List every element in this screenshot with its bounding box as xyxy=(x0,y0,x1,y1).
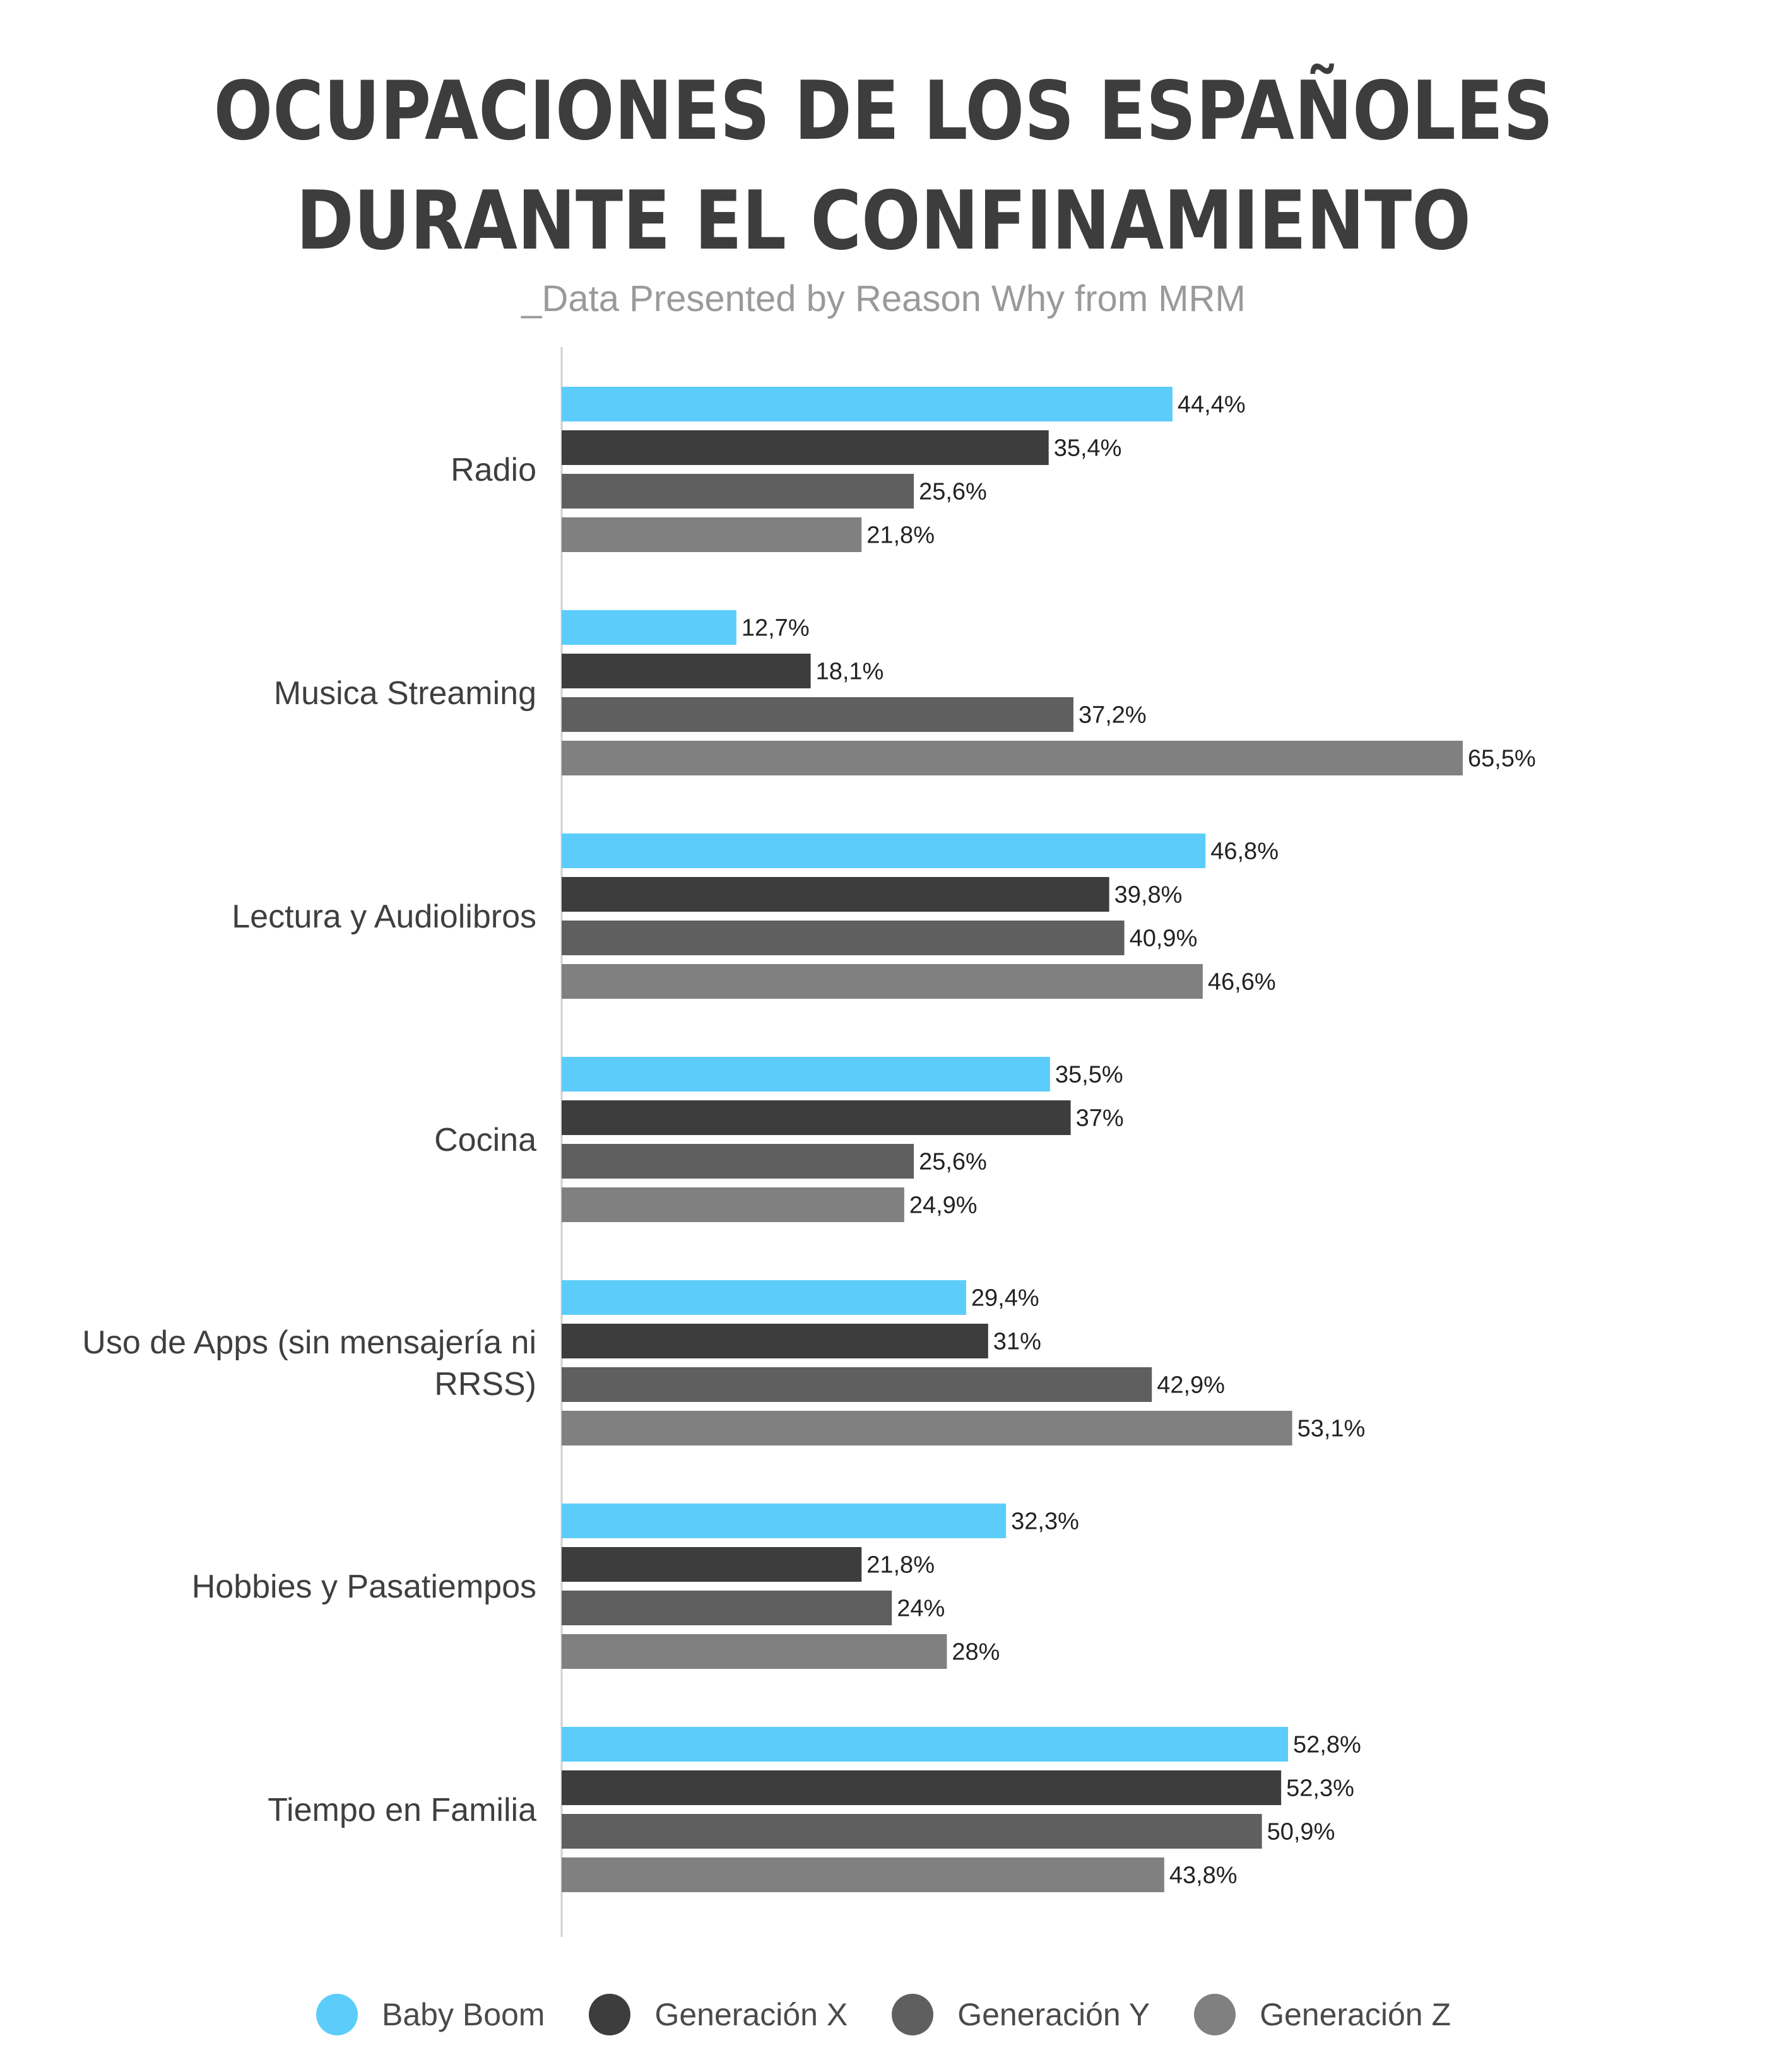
value-label-radio-baby-boom: 44,4% xyxy=(1178,392,1246,418)
value-label-musica-streaming-generacion-z: 65,5% xyxy=(1468,746,1536,772)
value-label-musica-streaming-generacion-x: 18,1% xyxy=(816,659,884,685)
bar-lectura-y-audiolibros-generacion-x xyxy=(562,877,1109,912)
legend-item-generacion-z: Generación Z xyxy=(1194,1994,1451,2035)
bar-cocina-baby-boom xyxy=(562,1057,1050,1092)
bar-musica-streaming-generacion-z xyxy=(562,741,1463,775)
chart-title-line-2: DURANTE EL CONFINAMIENTO xyxy=(296,174,1471,268)
bar-cocina-generacion-z xyxy=(562,1187,904,1222)
chart-title-line-1: OCUPACIONES DE LOS ESPAÑOLES xyxy=(213,64,1554,158)
category-label-radio: Radio xyxy=(451,452,536,488)
bar-uso-de-apps-sin-mensajeria-ni-rrss-baby-boom xyxy=(562,1280,966,1315)
value-label-musica-streaming-generacion-y: 37,2% xyxy=(1079,702,1147,729)
bar-radio-generacion-x xyxy=(562,430,1049,465)
value-label-uso-de-apps-sin-mensajeria-ni-rrss-generacion-x: 31% xyxy=(993,1329,1041,1355)
value-label-radio-generacion-x: 35,4% xyxy=(1054,435,1122,462)
bar-lectura-y-audiolibros-generacion-y xyxy=(562,921,1125,955)
bar-musica-streaming-generacion-x xyxy=(562,654,811,688)
value-label-cocina-baby-boom: 35,5% xyxy=(1055,1062,1123,1088)
legend-swatch-generacion-y xyxy=(892,1994,934,2035)
bar-hobbies-y-pasatiempos-generacion-z xyxy=(562,1634,947,1669)
value-label-lectura-y-audiolibros-baby-boom: 46,8% xyxy=(1210,839,1279,865)
value-label-tiempo-en-familia-baby-boom: 52,8% xyxy=(1293,1732,1361,1758)
bar-uso-de-apps-sin-mensajeria-ni-rrss-generacion-x xyxy=(562,1324,988,1358)
bar-tiempo-en-familia-generacion-y xyxy=(562,1814,1262,1849)
legend-item-generacion-x: Generación X xyxy=(589,1994,848,2035)
value-label-musica-streaming-baby-boom: 12,7% xyxy=(742,615,810,642)
legend-item-generacion-y: Generación Y xyxy=(892,1994,1150,2035)
value-label-uso-de-apps-sin-mensajeria-ni-rrss-generacion-z: 53,1% xyxy=(1297,1416,1366,1442)
chart-legend: Baby Boom Generación X Generación Y Gene… xyxy=(0,1994,1767,2035)
bar-uso-de-apps-sin-mensajeria-ni-rrss-generacion-y xyxy=(562,1367,1152,1402)
legend-label-generacion-z: Generación Z xyxy=(1260,1997,1451,2032)
bar-uso-de-apps-sin-mensajeria-ni-rrss-generacion-z xyxy=(562,1411,1292,1445)
value-label-hobbies-y-pasatiempos-generacion-y: 24% xyxy=(897,1596,945,1622)
value-label-uso-de-apps-sin-mensajeria-ni-rrss-baby-boom: 29,4% xyxy=(971,1285,1039,1312)
category-label-cocina: Cocina xyxy=(434,1122,536,1158)
value-label-lectura-y-audiolibros-generacion-z: 46,6% xyxy=(1208,969,1276,996)
bar-musica-streaming-generacion-y xyxy=(562,697,1073,732)
chart-title: OCUPACIONES DE LOS ESPAÑOLES DURANTE EL … xyxy=(0,57,1767,276)
legend-label-baby-boom: Baby Boom xyxy=(381,1997,545,2032)
bar-tiempo-en-familia-baby-boom xyxy=(562,1727,1289,1762)
legend-label-generacion-x: Generación X xyxy=(654,1997,848,2032)
category-label-lectura-y-audiolibros: Lectura y Audiolibros xyxy=(232,898,536,935)
bar-cocina-generacion-x xyxy=(562,1100,1071,1135)
value-label-tiempo-en-familia-generacion-x: 52,3% xyxy=(1286,1775,1354,1802)
value-label-hobbies-y-pasatiempos-generacion-z: 28% xyxy=(952,1639,1000,1666)
value-label-radio-generacion-z: 21,8% xyxy=(866,522,935,549)
value-label-tiempo-en-familia-generacion-y: 50,9% xyxy=(1267,1819,1335,1845)
value-label-radio-generacion-y: 25,6% xyxy=(919,479,987,505)
bar-cocina-generacion-y xyxy=(562,1144,914,1179)
value-label-cocina-generacion-z: 24,9% xyxy=(909,1192,978,1219)
value-label-hobbies-y-pasatiempos-baby-boom: 32,3% xyxy=(1011,1509,1079,1535)
bar-tiempo-en-familia-generacion-x xyxy=(562,1770,1282,1805)
bar-radio-generacion-z xyxy=(562,517,862,552)
legend-swatch-baby-boom xyxy=(316,1994,358,2035)
category-label-hobbies-y-pasatiempos: Hobbies y Pasatiempos xyxy=(192,1569,536,1605)
legend-swatch-generacion-z xyxy=(1194,1994,1236,2035)
bar-hobbies-y-pasatiempos-baby-boom xyxy=(562,1504,1007,1538)
bar-musica-streaming-baby-boom xyxy=(562,610,736,645)
legend-label-generacion-y: Generación Y xyxy=(957,1997,1150,2032)
bar-radio-baby-boom xyxy=(562,387,1173,421)
value-label-lectura-y-audiolibros-generacion-x: 39,8% xyxy=(1114,882,1183,909)
legend-item-baby-boom: Baby Boom xyxy=(316,1994,545,2035)
bar-hobbies-y-pasatiempos-generacion-y xyxy=(562,1591,892,1625)
bar-lectura-y-audiolibros-baby-boom xyxy=(562,833,1206,868)
bar-radio-generacion-y xyxy=(562,474,914,509)
chart-subtitle: _Data Presented by Reason Why from MRM xyxy=(521,278,1246,319)
value-label-cocina-generacion-y: 25,6% xyxy=(919,1149,987,1175)
value-label-cocina-generacion-x: 37% xyxy=(1076,1105,1124,1132)
category-label-tiempo-en-familia: Tiempo en Familia xyxy=(268,1792,536,1828)
legend-swatch-generacion-x xyxy=(589,1994,631,2035)
category-label-uso-de-apps-sin-mensajeria-ni-rrss-line-2: RRSS) xyxy=(434,1366,536,1403)
value-label-tiempo-en-familia-generacion-z: 43,8% xyxy=(1169,1863,1238,1889)
value-label-uso-de-apps-sin-mensajeria-ni-rrss-generacion-y: 42,9% xyxy=(1157,1372,1225,1399)
category-label-musica-streaming: Musica Streaming xyxy=(274,675,536,712)
value-label-hobbies-y-pasatiempos-generacion-x: 21,8% xyxy=(866,1552,935,1579)
bar-lectura-y-audiolibros-generacion-z xyxy=(562,964,1203,999)
bar-tiempo-en-familia-generacion-z xyxy=(562,1857,1164,1892)
bar-hobbies-y-pasatiempos-generacion-x xyxy=(562,1547,862,1582)
value-label-lectura-y-audiolibros-generacion-y: 40,9% xyxy=(1130,926,1198,952)
category-label-uso-de-apps-sin-mensajeria-ni-rrss-line-1: Uso de Apps (sin mensajería ni xyxy=(82,1324,536,1361)
